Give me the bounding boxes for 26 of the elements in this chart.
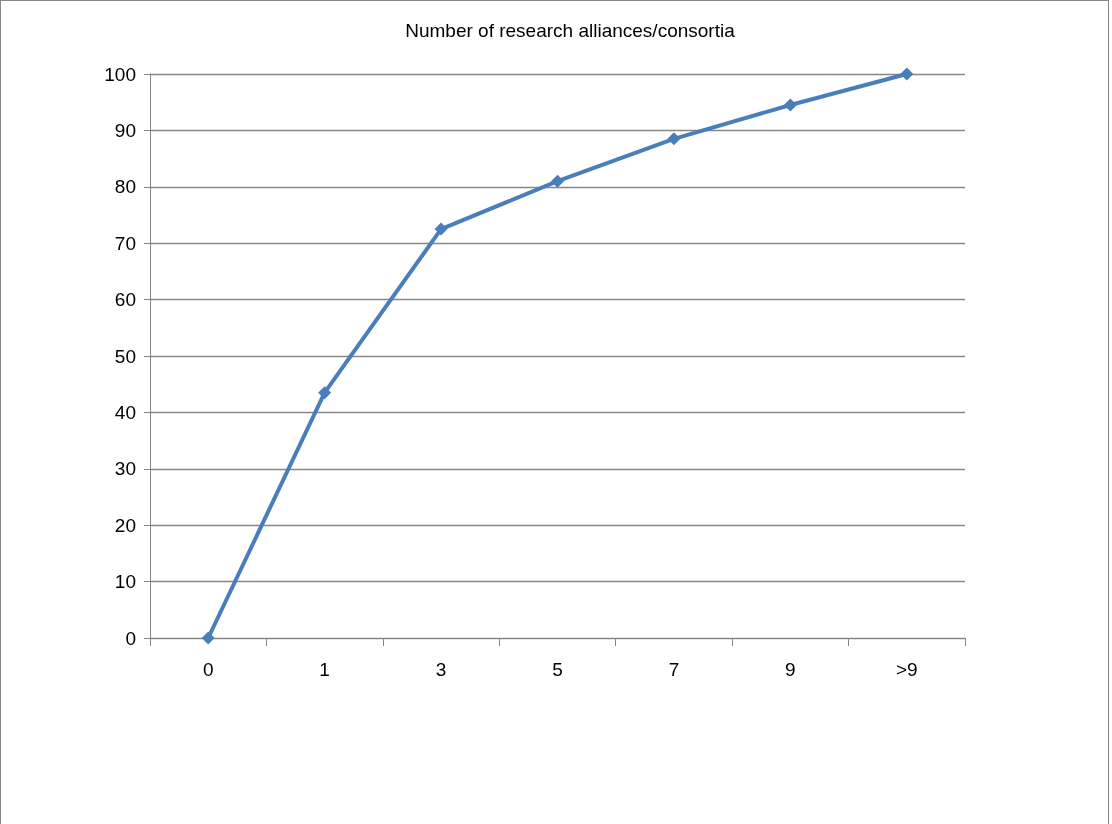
point xyxy=(434,222,448,236)
point xyxy=(667,132,681,146)
x-tick-label: >9 xyxy=(895,659,918,680)
point xyxy=(900,67,914,81)
point xyxy=(201,631,215,645)
y-tick-label: 100 xyxy=(104,63,136,85)
x-tick-label: 7 xyxy=(668,659,680,680)
x-tick-label: 5 xyxy=(552,659,563,680)
x-tick-label: 3 xyxy=(435,659,447,680)
y-tick-label: 30 xyxy=(114,458,136,480)
point xyxy=(783,98,797,112)
chart-title: Number of research alliances/consortia xyxy=(405,20,736,41)
y-tick-label: 60 xyxy=(114,289,136,311)
y-tick-label: 50 xyxy=(114,345,136,367)
x-tick-label: 0 xyxy=(202,659,214,680)
y-tick-label: 20 xyxy=(114,514,136,536)
y-tick-label: 90 xyxy=(114,119,136,141)
y-tick-label: 40 xyxy=(114,401,136,423)
x-tick-label: 9 xyxy=(785,659,796,680)
y-tick-label: 80 xyxy=(114,176,136,198)
point xyxy=(318,386,332,400)
y-tick-label: 0 xyxy=(125,627,136,649)
y-tick-label: 70 xyxy=(114,232,136,254)
point xyxy=(551,174,564,188)
y-tick-label: 10 xyxy=(114,571,136,593)
x-tick-label: 1 xyxy=(319,659,330,680)
